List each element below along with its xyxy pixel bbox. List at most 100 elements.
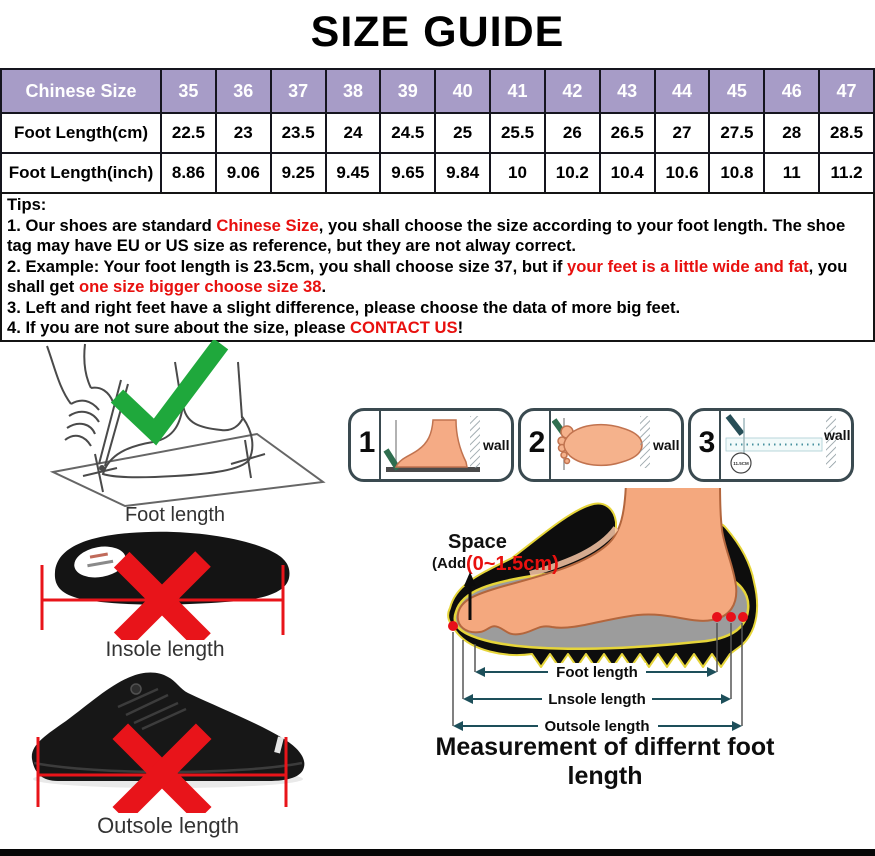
value-cell: 23 (214, 112, 272, 154)
panel3-ruler-view: 11.5CM wall (725, 414, 850, 474)
size-col-41: 41 (489, 68, 546, 114)
foot-top-icon (557, 423, 643, 467)
value-cell: 10 (489, 152, 546, 194)
panel1-foot-side-view: wall (383, 416, 509, 472)
value-cell: 24 (324, 112, 382, 154)
value-cell: 9.25 (269, 152, 327, 194)
foot-icon (456, 488, 738, 636)
value-cell: 27 (653, 112, 711, 154)
wall-hatch (640, 416, 650, 468)
size-table-header-row: Chinese Size 35 36 37 38 39 40 41 42 43 44 45 46 47 (0, 68, 875, 114)
header-label-cell: Chinese Size (0, 68, 162, 114)
foot-tracing-illustration (46, 340, 326, 508)
size-col-38: 38 (324, 68, 382, 114)
tip-item: 4. If you are not sure about the size, p… (7, 318, 464, 337)
x-mark-icon (113, 551, 211, 640)
insole-length-arrow-label: Lnsole length (548, 691, 646, 708)
size-col-40: 40 (434, 68, 492, 114)
size-col-45: 45 (708, 68, 766, 114)
hand-with-pencil (46, 343, 129, 471)
value-cell: 26.5 (598, 112, 656, 154)
value-cell: 25.5 (489, 112, 546, 154)
panel-divider (549, 411, 551, 479)
value-cell: 10.6 (653, 152, 711, 194)
space-add-label: (Add (432, 555, 466, 572)
space-up-arrow (464, 572, 476, 620)
outsole-length-arrow-label: Outsole length (545, 718, 650, 735)
insole-length-caption: Insole length (105, 638, 225, 661)
tip-item: 2. Example: Your foot length is 23.5cm, … (7, 256, 848, 297)
space-range-label: (0~1.5cm) (466, 553, 559, 575)
value-cell: 9.65 (379, 152, 437, 194)
value-cell: 22.5 (160, 112, 217, 154)
ruler-note: 11.5CM (733, 461, 749, 466)
measure-dots (448, 612, 748, 631)
insole-illustration (40, 531, 290, 640)
value-cell: 24.5 (379, 112, 437, 154)
value-cell: 23.5 (269, 112, 327, 154)
foot-side-icon (394, 419, 468, 468)
wall-label: wall (652, 437, 679, 453)
page-title: SIZE GUIDE (310, 8, 565, 56)
size-table: Chinese Size 35 36 37 38 39 40 41 42 43 44 45 46 47 … (0, 68, 875, 194)
measurement-caption: Measurement of differnt foot length (435, 733, 775, 790)
value-cell: 10.4 (598, 152, 656, 194)
foot-length-caption: Foot length (124, 504, 226, 526)
sneaker-icon (31, 672, 305, 781)
value-cell: 10.8 (708, 152, 766, 194)
value-cell: 10.2 (543, 152, 601, 194)
wall-label: wall (482, 437, 509, 453)
size-col-37: 37 (269, 68, 327, 114)
size-col-43: 43 (598, 68, 656, 114)
tip-item: 3. Left and right feet have a slight dif… (7, 297, 681, 317)
space-label: Space (448, 531, 507, 553)
pencil-icon (98, 379, 122, 465)
guide-lines (452, 623, 743, 726)
panel-divider (719, 411, 721, 479)
measurement-diagram: Foot length Lnsole length Outsole length… (432, 488, 759, 735)
bottom-bar (0, 849, 875, 856)
outsole-length-caption: Outsole length (97, 813, 239, 838)
size-col-44: 44 (653, 68, 711, 114)
panel-number: 3 (698, 426, 716, 459)
value-cell: 9.45 (324, 152, 382, 194)
wall-panel-1: 1 wall (348, 408, 514, 482)
wall-hatch (826, 416, 836, 468)
value-cell: 11 (763, 152, 821, 194)
value-cell: 28.5 (818, 112, 875, 154)
row-label-cell-cm: Foot Length(cm) (0, 112, 162, 154)
tips-box: Tips: 1. Our shoes are standard Chinese … (0, 192, 875, 342)
value-cell: 9.84 (434, 152, 492, 194)
tips-heading: Tips: (7, 195, 47, 214)
panel-number: 2 (528, 426, 546, 459)
size-col-35: 35 (160, 68, 217, 114)
insole-logo (74, 546, 126, 578)
heel-tab (274, 736, 284, 754)
shoe-illustration (31, 672, 305, 813)
wall-hatch (470, 416, 480, 468)
tips-list: 1. Our shoes are standard Chinese Size, … (7, 216, 867, 339)
wall-panel-2: 2 wall (518, 408, 684, 482)
value-cell: 25 (434, 112, 492, 154)
size-table-row-1: Foot Length(inch) 8.86 9.06 9.25 9.45 9.65 9.… (0, 152, 875, 194)
arrowheads (453, 667, 742, 731)
size-col-39: 39 (379, 68, 437, 114)
size-col-42: 42 (543, 68, 601, 114)
wall-label: wall (823, 427, 850, 443)
value-cell: 27.5 (708, 112, 766, 154)
panel2-foot-top-view: wall (552, 416, 679, 470)
value-cell: 9.06 (214, 152, 272, 194)
size-table-row-0: Foot Length(cm) 22.5 23 23.5 24 24.5 25 25.5 26… (0, 112, 875, 154)
value-cell: 11.2 (818, 152, 875, 194)
value-cell: 28 (763, 112, 821, 154)
panel-divider (379, 411, 381, 479)
x-mark-icon (112, 723, 212, 813)
value-cell: 8.86 (160, 152, 217, 194)
size-col-46: 46 (763, 68, 821, 114)
pencil-icon (725, 414, 745, 436)
measure-note-circle (730, 452, 752, 474)
size-col-47: 47 (818, 68, 875, 114)
row-label-cell-inch: Foot Length(inch) (0, 152, 162, 194)
tip-item: 1. Our shoes are standard Chinese Size, … (7, 215, 846, 256)
